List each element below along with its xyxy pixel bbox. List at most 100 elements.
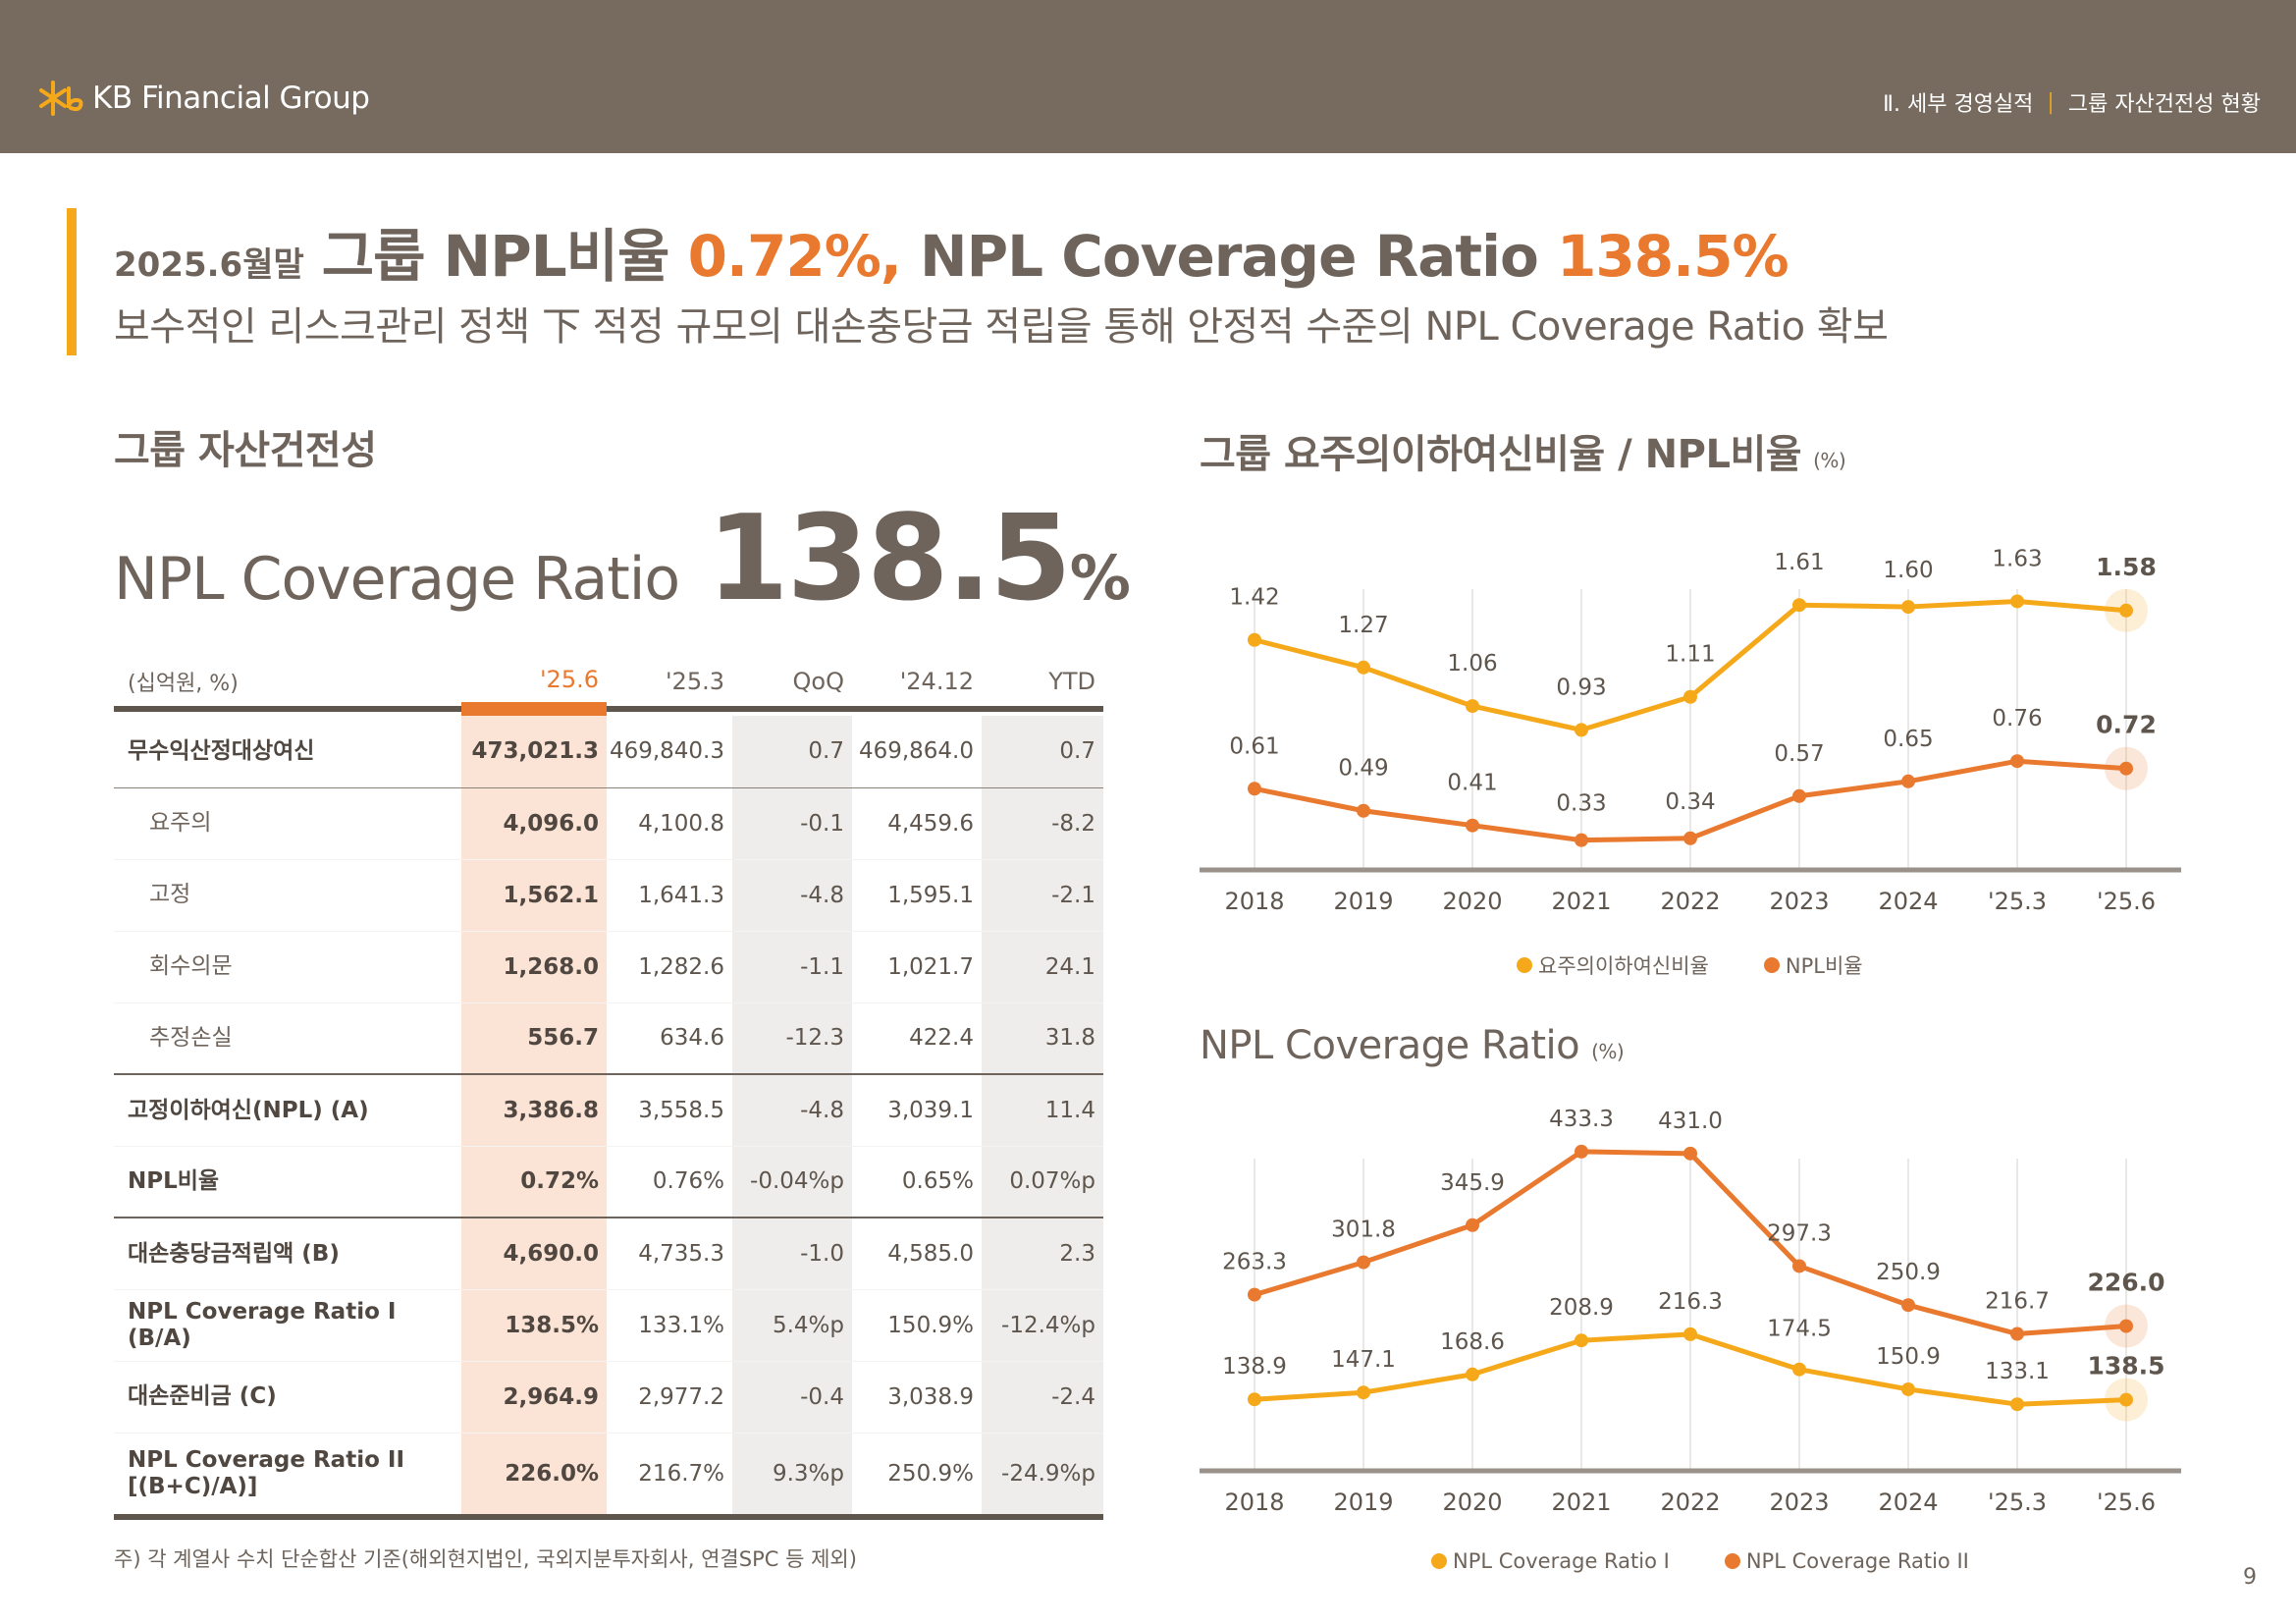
x-tick-label: 2022 [1660, 1489, 1720, 1516]
data-point [1466, 1367, 1479, 1381]
cell-value: 133.1% [607, 1288, 732, 1361]
data-point [1792, 598, 1806, 613]
cell-value: -0.1 [732, 786, 852, 859]
page-number: 9 [2243, 1565, 2257, 1590]
legend-item: 요주의이하여신비율 [1517, 950, 1709, 980]
cell-value: 5.4%p [732, 1288, 852, 1361]
cell-value: -0.4 [732, 1360, 852, 1433]
cell-value: 9.3%p [732, 1432, 852, 1520]
data-label: 297.3 [1767, 1220, 1832, 1246]
data-point [2119, 1392, 2133, 1407]
kpi-unit: % [1069, 542, 1131, 614]
data-point [1901, 1298, 1915, 1313]
table-row: 고정 1,562.1 1,641.3 -4.8 1,595.1 -2.1 [114, 858, 1103, 931]
data-point [2119, 603, 2133, 618]
cell-value: 3,039.1 [852, 1073, 982, 1146]
data-label: 216.7 [1985, 1289, 2050, 1315]
cell-value: -1.1 [732, 930, 852, 1002]
cell-value: -4.8 [732, 858, 852, 931]
unit-label: (십억원, %) [128, 671, 239, 696]
chart1-legend: 요주의이하여신비율 NPL비율 [1517, 950, 1863, 980]
chart2-title-wrap: NPL Coverage Ratio (%) [1200, 1023, 1625, 1068]
legend-item: NPL비율 [1763, 950, 1863, 980]
data-label: 1.27 [1338, 613, 1388, 638]
footnote: 주) 각 계열사 수치 단순합산 기준(해외현지법인, 국외지분투자회사, 연결… [114, 1547, 857, 1571]
cell-value: 24.1 [982, 930, 1103, 1002]
cell-value: 0.7 [732, 716, 852, 787]
chart1-unit: (%) [1813, 449, 1846, 472]
legend-dot-icon [1431, 1553, 1447, 1569]
data-point [2010, 594, 2024, 609]
x-tick-label: '25.6 [2097, 1489, 2156, 1516]
data-label: 0.76 [1992, 706, 2042, 731]
data-point [2010, 754, 2024, 769]
chart2-legend: NPL Coverage Ratio I NPL Coverage Ratio … [1431, 1549, 1969, 1573]
x-tick-label: '25.3 [1988, 1489, 2047, 1516]
cell-value: 1,562.1 [461, 858, 607, 931]
data-point [1357, 1255, 1370, 1270]
data-label: 1.11 [1665, 642, 1715, 668]
data-label: 1.63 [1992, 546, 2042, 571]
data-label: 0.72 [2096, 711, 2157, 739]
data-point [1466, 818, 1479, 833]
data-point [1792, 788, 1806, 803]
data-label: 431.0 [1658, 1109, 1723, 1134]
chart2-title: NPL Coverage Ratio [1200, 1023, 1580, 1068]
cell-value: 469,840.3 [609, 738, 724, 765]
cell-value: 150.9% [852, 1288, 982, 1361]
page-headline: 2025.6월말 그룹 NPL비율 0.72%, NPL Coverage Ra… [114, 210, 1789, 293]
cell-value: 3,038.9 [852, 1360, 982, 1433]
legend-label: NPL Coverage Ratio I [1453, 1549, 1670, 1573]
x-tick-label: 2021 [1551, 1489, 1611, 1516]
cell-value: 138.5% [461, 1288, 607, 1361]
data-point [2010, 1397, 2024, 1412]
table-header-row: (십억원, %) '25.6 '25.3 QoQ '24.12 YTD [114, 656, 1103, 709]
table-row: 대손충당금적립액 (B) 4,690.0 4,735.3 -1.0 4,585.0 2.3 [114, 1217, 1103, 1289]
breadcrumb-section: Ⅱ. 세부 경영실적 [1883, 92, 2034, 117]
data-label: 226.0 [2087, 1269, 2164, 1297]
legend-label: 요주의이하여신비율 [1538, 954, 1709, 978]
cell-value: 634.6 [607, 1001, 732, 1074]
cell-value: -2.1 [982, 858, 1103, 931]
data-point [1901, 1381, 1915, 1396]
data-point [1683, 1146, 1697, 1161]
cell-value: 2.3 [982, 1217, 1103, 1289]
data-label: 147.1 [1331, 1347, 1396, 1373]
row-label: 대손준비금 (C) [114, 1360, 461, 1433]
data-point [1466, 1218, 1479, 1232]
asset-quality-table: (십억원, %) '25.6 '25.3 QoQ '24.12 YTD 무수익산… [114, 656, 1103, 1520]
cell-value: 4,690.0 [461, 1217, 607, 1289]
table-row: 대손준비금 (C) 2,964.9 2,977.2 -0.4 3,038.9 -2.4 [114, 1360, 1103, 1433]
cell-value: -12.4%p [982, 1288, 1103, 1361]
chart1-title: 그룹 요주의이하여신비율 / NPL비율 [1200, 432, 1802, 477]
x-tick-label: 2023 [1769, 1489, 1829, 1516]
data-point [1792, 1259, 1806, 1273]
data-point [1357, 1385, 1370, 1400]
data-label: 1.60 [1883, 558, 1933, 583]
row-label: 대손충당금적립액 (B) [114, 1217, 461, 1289]
cell-value: 1,021.7 [852, 930, 982, 1002]
kpi-label: NPL Coverage Ratio [114, 545, 680, 614]
chart2-unit: (%) [1591, 1040, 1625, 1063]
data-label: 168.6 [1440, 1329, 1505, 1355]
cell-value: 0.72% [461, 1145, 607, 1218]
headline-coverage-value: 138.5% [1557, 223, 1789, 290]
headline-accent-bar [67, 208, 77, 355]
cell-value: 1,595.1 [852, 858, 982, 931]
cell-value: 556.7 [461, 1001, 607, 1074]
data-point [1357, 803, 1370, 818]
cell-value: 473,021.3 [461, 716, 607, 787]
data-point [1248, 1287, 1261, 1302]
data-point [1575, 723, 1588, 737]
data-label: 133.1 [1985, 1359, 2050, 1384]
data-point [2119, 761, 2133, 776]
data-label: 301.8 [1331, 1218, 1396, 1243]
chart1-title-wrap: 그룹 요주의이하여신비율 / NPL비율 (%) [1200, 422, 1846, 479]
headline-npl-value: 0.72%, [687, 223, 902, 290]
x-tick-label: 2019 [1333, 1489, 1393, 1516]
data-label: 0.33 [1556, 791, 1606, 817]
table-row: 추정손실 556.7 634.6 -12.3 422.4 31.8 [114, 1001, 1103, 1074]
cell-value: 469,864.0 [858, 738, 974, 765]
table-row: 고정이하여신(NPL) (A) 3,386.8 3,558.5 -4.8 3,039.1… [114, 1073, 1103, 1146]
table-row: NPL Coverage Ratio I (B/A) 138.5% 133.1% 5.… [114, 1288, 1103, 1361]
